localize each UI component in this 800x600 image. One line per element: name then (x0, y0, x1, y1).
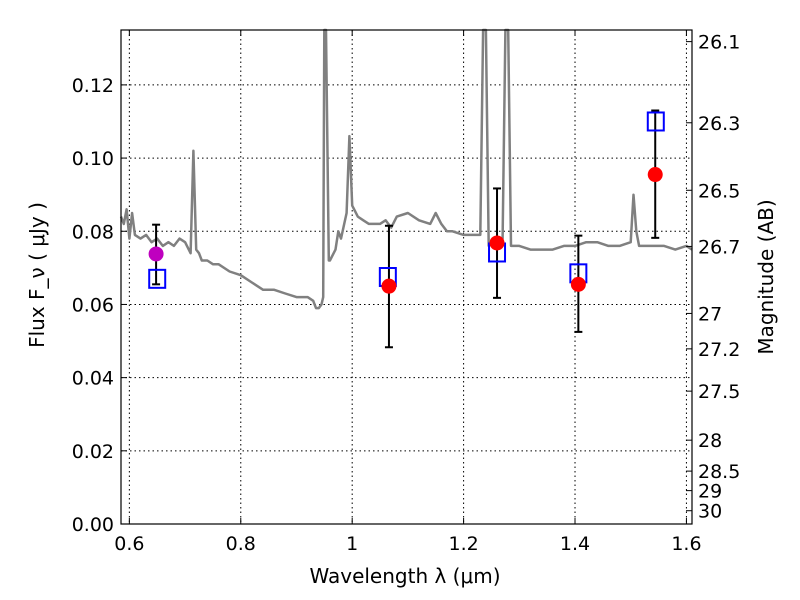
y-tick-label: 0.02 (72, 441, 114, 463)
observed-point (489, 235, 505, 251)
x-tick-label: 1.6 (671, 533, 701, 555)
y2-axis-label: Magnitude (AB) (754, 199, 778, 354)
magnitude-tick-label: 27 (698, 303, 722, 325)
x-tick-labels: 0.6 0.8 1 1.2 1.4 1.6 (114, 533, 701, 555)
magnitude-tick-label: 26.5 (698, 180, 740, 202)
observed-point (570, 276, 586, 292)
magnitude-tick-label: 26.7 (698, 236, 740, 258)
magnitude-tick-label: 30 (698, 501, 722, 523)
magnitude-tick-label: 26.1 (698, 32, 740, 54)
magnitude-tick-label: 29 (698, 481, 722, 503)
y-tick-label: 0.00 (72, 514, 114, 536)
observed-point (381, 278, 397, 294)
x-axis-label: Wavelength λ (μm) (309, 564, 500, 588)
magnitude-tick-label: 28.5 (698, 461, 740, 483)
y-tick-labels: 0.00 0.02 0.04 0.06 0.08 0.10 0.12 (72, 75, 114, 536)
grid-lines (121, 30, 692, 524)
y-axis-label: Flux F_ν ( μJy ) (25, 202, 49, 348)
observed-point (148, 246, 164, 262)
y-tick-label: 0.12 (72, 75, 114, 97)
model-spectrum-layer (119, 28, 693, 310)
observed-points-layer (148, 167, 663, 294)
y-tick-label: 0.10 (72, 148, 114, 170)
x-tick-label: 0.6 (114, 533, 144, 555)
magnitude-tick-label: 28 (698, 430, 722, 452)
y-tick-label: 0.06 (72, 294, 114, 316)
model-point (148, 268, 167, 289)
x-tick-label: 1 (346, 533, 358, 555)
magnitude-tick-label: 27.2 (698, 339, 740, 361)
axis-ticks (121, 30, 692, 525)
magnitude-tick-label: 27.5 (698, 381, 740, 403)
x-tick-label: 1.2 (448, 533, 478, 555)
plot-frame (120, 29, 693, 525)
x-tick-label: 0.8 (226, 533, 256, 555)
model-points-layer (148, 111, 665, 289)
spectrum-line (119, 28, 693, 310)
y-tick-label: 0.08 (72, 221, 114, 243)
magnitude-tick-label: 26.3 (698, 113, 740, 135)
y-tick-label: 0.04 (72, 368, 114, 390)
observed-point (647, 167, 663, 183)
x-tick-label: 1.4 (560, 533, 590, 555)
model-point (646, 111, 665, 132)
